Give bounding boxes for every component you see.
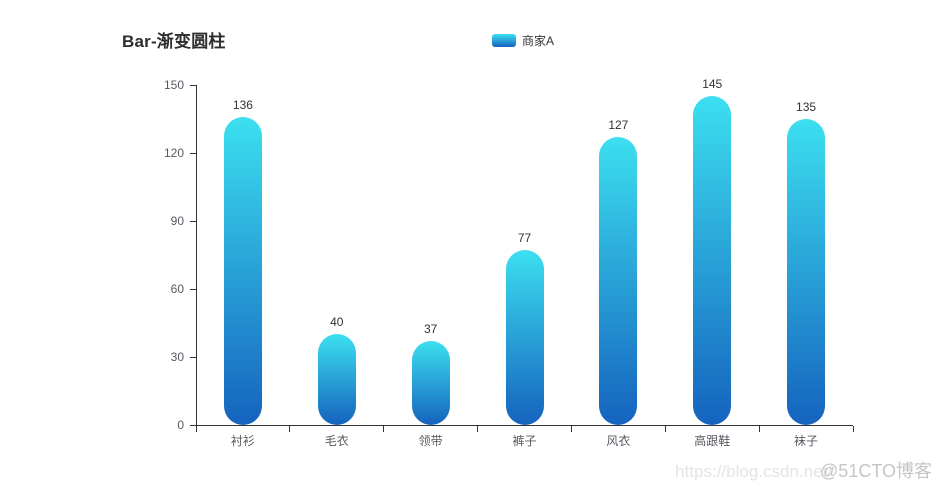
y-axis-label: 0 (177, 418, 184, 432)
y-axis-tick (190, 288, 196, 290)
y-axis-label: 30 (170, 350, 184, 364)
bar-value-label: 37 (423, 322, 438, 336)
x-axis-tick (758, 426, 760, 432)
x-axis-label: 袜子 (794, 434, 819, 448)
x-axis-label: 领带 (418, 434, 443, 448)
watermark-url: https://blog.csdn.net/ (675, 462, 832, 481)
x-axis-tick (477, 426, 479, 432)
y-axis-tick (190, 356, 196, 358)
x-axis-tick (852, 426, 854, 432)
legend-swatch-icon (492, 34, 516, 47)
bar-value-label: 77 (517, 231, 532, 245)
x-axis-tick (195, 426, 197, 432)
x-axis-label: 衬衫 (230, 434, 255, 448)
legend-label: 商家A (522, 34, 555, 48)
bar[interactable] (693, 96, 732, 425)
bar[interactable] (787, 119, 826, 425)
bar[interactable] (505, 250, 544, 425)
x-axis-label: 裤子 (512, 434, 537, 448)
legend-item-merchant-a[interactable]: 商家A (492, 32, 554, 49)
y-axis-label: 60 (170, 282, 184, 296)
x-axis-label: 毛衣 (324, 434, 349, 448)
y-axis-label: 150 (163, 78, 184, 92)
bar-value-label: 145 (702, 77, 723, 91)
bar-value-label: 40 (330, 315, 344, 329)
y-axis-label: 120 (163, 146, 184, 160)
chart-title: Bar-渐变圆柱 (122, 32, 226, 51)
x-axis-tick (664, 426, 666, 432)
bar-value-label: 136 (232, 98, 253, 112)
y-axis-tick (190, 424, 196, 426)
bar[interactable] (599, 137, 638, 425)
y-axis-line (196, 85, 197, 425)
y-axis-label: 90 (170, 214, 184, 228)
x-axis-line (196, 425, 853, 426)
bar[interactable] (317, 334, 356, 425)
x-axis-label: 风衣 (606, 434, 631, 448)
y-axis-tick (190, 220, 196, 222)
watermark-badge: @51CTO博客 (820, 461, 932, 481)
bar-value-label: 135 (796, 100, 817, 114)
y-axis-tick (190, 84, 196, 86)
x-axis-tick (383, 426, 385, 432)
x-axis-label: 高跟鞋 (694, 434, 731, 448)
bar-value-label: 127 (608, 118, 629, 132)
bar[interactable] (223, 117, 262, 425)
x-axis-tick (570, 426, 572, 432)
y-axis-tick (190, 152, 196, 154)
bar[interactable] (411, 341, 450, 425)
x-axis-tick (289, 426, 291, 432)
